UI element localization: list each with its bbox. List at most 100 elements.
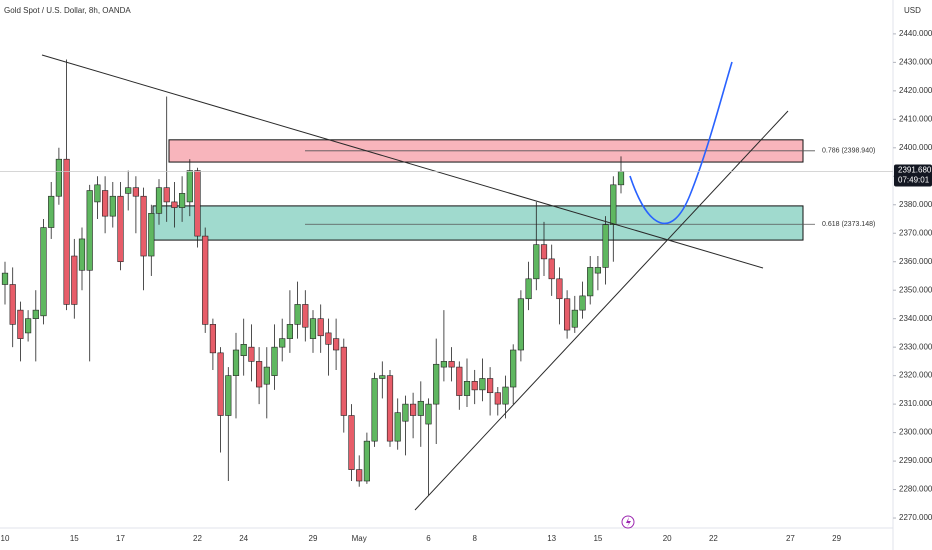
candle-body [155,187,163,214]
fib-label: 0.786 (2398.940) [822,148,875,155]
candle-body [486,378,494,394]
alert-bolt[interactable] [626,517,631,527]
candle-body [140,195,147,257]
x-tick-label: 22 [193,534,202,543]
y-tick-label: 2320.000 [899,371,932,380]
candle-body [517,298,524,351]
x-tick-label: 24 [239,534,248,543]
candle-body [579,295,586,311]
x-tick-label: 6 [426,534,431,543]
candle-body [263,366,270,385]
y-tick-label: 2440.000 [899,29,932,38]
candle-body [379,375,386,379]
candle-body [225,375,232,416]
candle-body [548,258,555,280]
y-tick-label: 2310.000 [899,399,932,408]
projection-curve [629,61,733,225]
candle-body [409,403,417,416]
candle-body [325,332,332,345]
y-tick-label: 2380.000 [899,200,932,209]
candle-body [86,190,93,271]
candle-body [371,378,378,442]
candle-body [563,298,571,331]
candle-body [55,158,62,197]
candle-body [286,324,294,339]
candle-body [556,278,563,300]
candle-body [186,170,193,203]
last-price-label: 2391.680 [898,166,932,175]
candle-body [78,238,86,271]
y-tick-label: 2410.000 [899,114,932,123]
candle-body [117,195,124,263]
candles [1,59,625,496]
y-tick-label: 2280.000 [899,485,932,494]
y-tick-label: 2290.000 [899,456,932,465]
zones: 0.786 (2398.940) 0.618 (2373.148) [152,139,875,241]
x-tick-label: 13 [547,534,556,543]
candle-body [179,193,186,208]
x-tick-label: 29 [832,534,841,543]
x-tick-label: 15 [70,534,79,543]
x-tick-label: May [352,534,367,543]
candle-body [48,195,55,228]
candle-body [463,381,471,396]
fib-label: 0.618 (2373.148) [822,221,875,228]
candle-body [40,227,47,317]
candle-body [9,284,16,325]
candle-body [17,309,24,339]
chart-title: Gold Spot / U.S. Dollar, 8h, OANDA [4,6,131,15]
y-tick-label: 2270.000 [899,513,932,522]
candle-body [132,187,140,197]
y-tick-label: 2300.000 [899,428,932,437]
candle-body [217,352,224,416]
candle-body [24,318,32,334]
candle-body [340,346,347,416]
x-tick-label: 8 [472,534,477,543]
candle-body [232,349,240,376]
candle-body [32,309,39,319]
candle-body [594,267,601,274]
x-tick-label: 29 [309,534,318,543]
last-price-box [894,164,932,187]
y-tick-label: 2330.000 [899,342,932,351]
candle-body [394,412,401,442]
y-tick-label: 2350.000 [899,285,932,294]
candle-body [502,386,509,405]
candle-body [602,224,609,268]
candle-body [163,187,170,203]
y-tick-label: 2400.000 [899,143,932,152]
candle-body [471,381,478,391]
candle-body [309,318,317,339]
candle-body [540,244,548,260]
y-tick-label: 2340.000 [899,314,932,323]
candle-body [63,158,70,305]
candle-body [302,304,309,328]
candle-body [363,440,371,482]
candle-body [610,184,617,225]
candle-body [94,184,101,203]
trend-line [414,110,789,511]
candle-body [356,469,363,482]
candle-body [71,255,78,305]
trend-line [41,54,764,269]
candle-body [494,392,501,405]
candle-body [279,338,286,348]
candle-body [240,344,247,357]
candle-body [332,338,340,351]
candle-body [479,378,486,391]
candle-body [171,201,178,208]
candle-body [525,278,532,300]
candle-body [417,400,424,416]
candle-body [255,361,263,388]
x-tick-label: 17 [116,534,125,543]
zone [152,205,804,241]
candle-body [456,366,463,396]
x-tick-label: 27 [786,534,795,543]
candle-body [533,244,540,280]
y-tick-label: 2420.000 [899,86,932,95]
countdown-label: 07:49:01 [898,176,930,185]
alert-icon[interactable] [621,515,635,529]
candle-body [271,346,278,376]
